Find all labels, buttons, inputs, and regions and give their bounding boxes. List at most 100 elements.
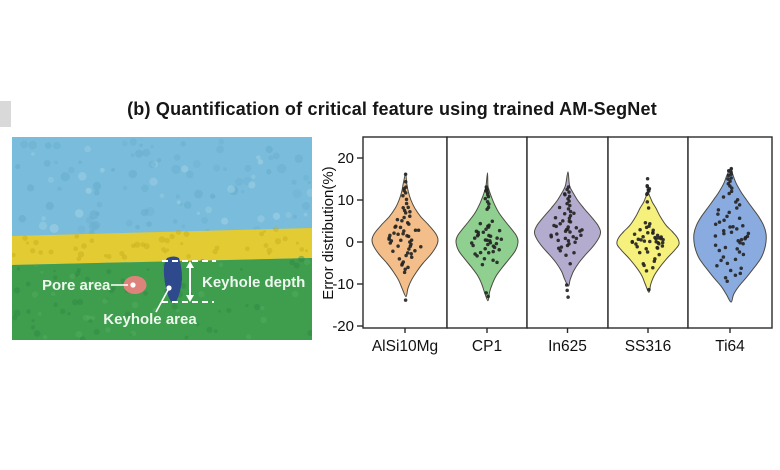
data-point xyxy=(481,230,486,235)
data-point xyxy=(565,243,570,248)
data-point xyxy=(413,228,418,232)
data-point xyxy=(727,210,731,215)
data-point xyxy=(568,209,573,214)
keyhole-shape xyxy=(163,256,182,304)
data-point xyxy=(555,232,559,236)
data-point xyxy=(416,228,421,232)
data-point xyxy=(494,241,499,246)
data-point xyxy=(738,241,742,245)
arrow-head-up-icon xyxy=(186,261,194,268)
data-point xyxy=(497,247,501,252)
data-point xyxy=(559,245,564,249)
data-point xyxy=(564,283,569,287)
data-point xyxy=(716,212,720,216)
data-point xyxy=(713,243,718,247)
data-point xyxy=(391,249,395,254)
data-point xyxy=(573,240,577,245)
data-point xyxy=(403,211,408,215)
data-point xyxy=(396,232,400,237)
data-point xyxy=(487,202,491,206)
data-point xyxy=(645,200,650,204)
data-point xyxy=(408,244,413,249)
data-point xyxy=(413,248,417,253)
data-point xyxy=(735,247,739,251)
data-point xyxy=(644,269,649,273)
data-point xyxy=(403,172,408,177)
data-point xyxy=(491,249,495,254)
data-point xyxy=(723,245,728,250)
powder-layer-region xyxy=(12,228,312,265)
data-point xyxy=(728,268,733,273)
x-category-label-In625: In625 xyxy=(548,338,587,355)
data-point xyxy=(499,237,504,241)
data-point xyxy=(737,250,742,254)
data-point xyxy=(471,243,475,248)
data-point xyxy=(495,260,499,265)
pore-pointer-dot xyxy=(130,282,136,288)
data-point xyxy=(645,250,650,254)
keyhole-area-label: Keyhole area xyxy=(103,311,197,328)
data-point xyxy=(403,179,408,184)
data-point xyxy=(728,225,732,229)
data-point xyxy=(484,291,488,295)
data-point xyxy=(565,201,569,206)
data-point xyxy=(727,191,731,196)
data-point xyxy=(657,252,661,257)
data-point xyxy=(647,287,651,292)
data-point xyxy=(401,232,405,236)
data-point xyxy=(563,193,567,197)
data-point xyxy=(636,237,641,241)
data-point xyxy=(729,166,734,171)
data-point xyxy=(648,239,652,244)
data-point xyxy=(399,238,403,243)
data-point xyxy=(716,208,721,212)
data-point xyxy=(497,228,502,233)
data-point xyxy=(409,252,413,256)
data-point xyxy=(400,263,404,267)
data-point xyxy=(408,209,412,214)
data-point xyxy=(568,230,572,234)
powder-layer-texture xyxy=(12,226,308,262)
data-point xyxy=(402,215,406,220)
data-point xyxy=(408,214,412,218)
data-point xyxy=(645,192,649,197)
data-point xyxy=(483,246,487,251)
data-point xyxy=(565,187,569,192)
scatter-points-SS316 xyxy=(630,176,665,292)
data-point xyxy=(642,263,646,268)
keyhole-pointer-dot xyxy=(166,285,172,291)
left-edge-artifact xyxy=(0,101,11,127)
data-point xyxy=(713,234,718,238)
data-point xyxy=(402,270,407,275)
scatter-points-AlSi10Mg xyxy=(387,172,423,302)
y-tick-label: -10 xyxy=(332,276,354,293)
data-point xyxy=(557,205,562,210)
data-point xyxy=(738,271,743,276)
data-point xyxy=(729,189,734,194)
substrate-region xyxy=(12,258,312,340)
scatter-points-In625 xyxy=(549,185,584,299)
data-point xyxy=(549,234,554,239)
data-point xyxy=(717,248,722,253)
data-point xyxy=(485,207,489,212)
data-point xyxy=(402,229,406,233)
data-point xyxy=(660,240,665,245)
data-point xyxy=(735,206,739,210)
data-point xyxy=(566,238,571,243)
data-point xyxy=(478,250,483,255)
data-point xyxy=(401,205,405,210)
data-point xyxy=(572,211,576,216)
data-point xyxy=(743,236,747,241)
data-point xyxy=(643,221,648,225)
data-point xyxy=(728,179,732,184)
substrate-texture xyxy=(12,255,312,340)
data-point xyxy=(553,215,558,220)
data-point xyxy=(639,238,643,242)
data-point xyxy=(642,239,647,243)
data-point xyxy=(556,238,560,243)
y-tick-label: 20 xyxy=(337,150,354,167)
data-point xyxy=(475,233,480,238)
data-point xyxy=(486,294,490,299)
data-point xyxy=(568,220,573,224)
keyhole-depth-label: Keyhole depth xyxy=(202,274,305,291)
